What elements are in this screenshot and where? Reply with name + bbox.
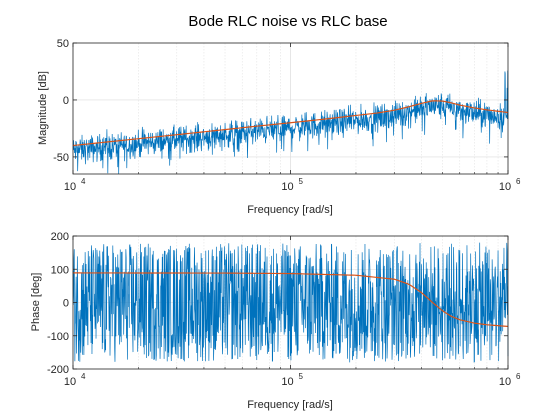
magnitude-panel: 10 4 10 5 10 6 -50 0 50 Frequency [rad/s] Magnit… — [37, 38, 521, 216]
phase-ytick-label: 200 — [51, 231, 69, 243]
magnitude-xlabel: Frequency [rad/s] — [247, 204, 333, 216]
magnitude-ticks: 10 4 10 5 10 6 -50 0 50 — [53, 38, 521, 193]
magnitude-xtick-exponent: 6 — [516, 177, 521, 186]
phase-noisy-line — [72, 242, 509, 363]
phase-ytick-label: 100 — [51, 264, 69, 276]
magnitude-noisy-series — [72, 70, 509, 175]
phase-xtick-exponent: 6 — [516, 372, 521, 381]
phase-xtick-exponent: 4 — [81, 372, 86, 381]
magnitude-xtick-label: 10 — [499, 181, 511, 193]
magnitude-xtick-label: 10 — [64, 181, 76, 193]
phase-xtick-label: 10 — [64, 376, 76, 388]
phase-xtick-exponent: 5 — [299, 372, 304, 381]
phase-ylabel: Phase [deg] — [30, 273, 42, 332]
magnitude-xtick-exponent: 4 — [81, 177, 86, 186]
magnitude-ylabel: Magnitude [dB] — [37, 71, 49, 145]
magnitude-ytick-label: -50 — [53, 152, 69, 164]
magnitude-noisy-line — [72, 70, 509, 175]
phase-xlabel: Frequency [rad/s] — [247, 399, 333, 411]
phase-ticks: 10 4 10 5 10 6 -200 -100 0 100 200 — [47, 231, 521, 388]
phase-ytick-label: -200 — [47, 364, 69, 376]
phase-ytick-label: 0 — [63, 298, 69, 310]
phase-panel: 10 4 10 5 10 6 -200 -100 0 100 200 Frequency [rad/… — [30, 231, 521, 411]
figure-title: Bode RLC noise vs RLC base — [188, 13, 387, 30]
phase-xtick-label: 10 — [281, 376, 293, 388]
magnitude-base-series — [72, 100, 509, 147]
phase-noisy-series — [72, 242, 509, 363]
phase-base-series — [73, 272, 509, 328]
magnitude-ytick-label: 0 — [63, 95, 69, 107]
magnitude-xtick-label: 10 — [281, 181, 293, 193]
phase-ytick-label: -100 — [47, 331, 69, 343]
phase-xtick-label: 10 — [499, 376, 511, 388]
magnitude-ytick-label: 50 — [57, 38, 69, 50]
magnitude-xtick-exponent: 5 — [299, 177, 304, 186]
